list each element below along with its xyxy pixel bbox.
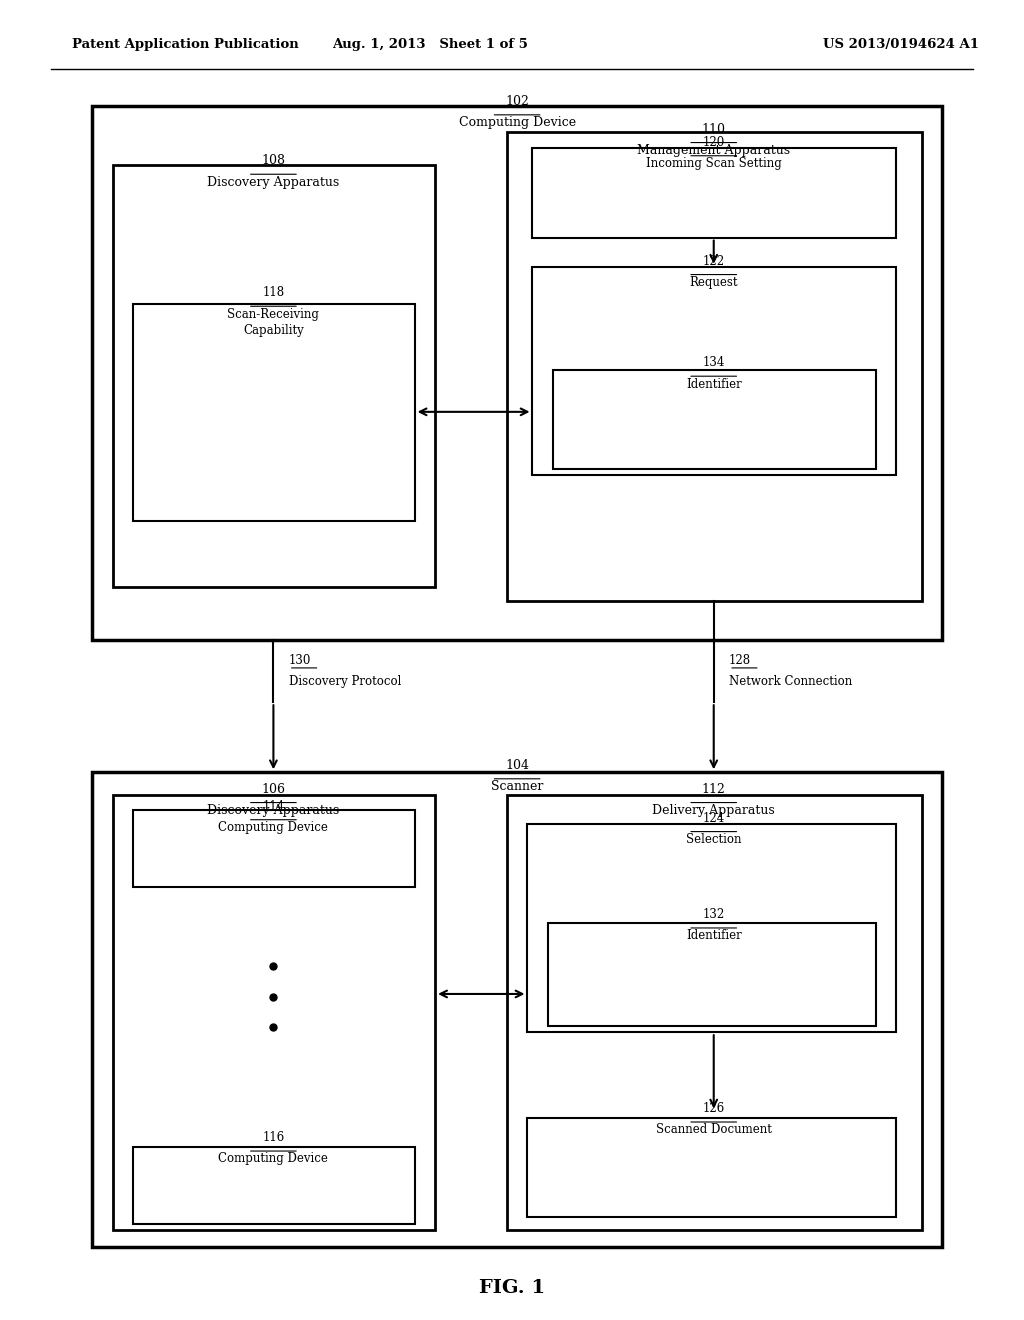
Text: Discovery Protocol: Discovery Protocol	[289, 675, 401, 688]
Text: 128: 128	[729, 653, 752, 667]
Text: Discovery Apparatus: Discovery Apparatus	[207, 804, 340, 817]
Text: Discovery Apparatus: Discovery Apparatus	[207, 176, 340, 189]
Text: 132: 132	[702, 908, 725, 921]
Text: Patent Application Publication: Patent Application Publication	[72, 38, 298, 51]
Text: 134: 134	[702, 356, 725, 370]
Text: 130: 130	[289, 653, 311, 667]
Text: 118: 118	[262, 286, 285, 300]
Text: 108: 108	[261, 154, 286, 168]
Text: 114: 114	[262, 800, 285, 813]
Bar	[548, 923, 876, 1026]
Text: Identifier: Identifier	[686, 929, 741, 942]
Text: Delivery Apparatus: Delivery Apparatus	[652, 804, 775, 817]
Text: 126: 126	[702, 1102, 725, 1115]
Text: Scanner: Scanner	[490, 780, 544, 793]
Bar	[113, 795, 435, 1230]
Text: 112: 112	[701, 783, 726, 796]
Bar	[92, 106, 942, 640]
Bar	[113, 165, 435, 587]
Text: Incoming Scan Setting: Incoming Scan Setting	[646, 157, 781, 170]
Text: Request: Request	[689, 276, 738, 289]
Text: 110: 110	[701, 123, 726, 136]
Text: 120: 120	[702, 136, 725, 149]
Text: Computing Device: Computing Device	[459, 116, 575, 129]
Text: Selection: Selection	[686, 833, 741, 846]
Text: 102: 102	[505, 95, 529, 108]
Bar	[507, 132, 922, 601]
Text: 104: 104	[505, 759, 529, 772]
Text: 124: 124	[702, 812, 725, 825]
Text: US 2013/0194624 A1: US 2013/0194624 A1	[823, 38, 979, 51]
Text: Computing Device: Computing Device	[218, 821, 329, 834]
Bar	[133, 810, 415, 887]
Text: 106: 106	[261, 783, 286, 796]
Text: Management Apparatus: Management Apparatus	[637, 144, 791, 157]
Bar	[532, 148, 896, 238]
Bar	[507, 795, 922, 1230]
Text: 122: 122	[702, 255, 725, 268]
Text: 116: 116	[262, 1131, 285, 1144]
Bar	[133, 1147, 415, 1224]
Text: Computing Device: Computing Device	[218, 1152, 329, 1166]
Bar	[553, 370, 876, 469]
Bar	[527, 1118, 896, 1217]
Text: FIG. 1: FIG. 1	[479, 1279, 545, 1298]
Text: Network Connection: Network Connection	[729, 675, 852, 688]
Text: Scan-Receiving
Capability: Scan-Receiving Capability	[227, 308, 319, 337]
Bar	[527, 824, 896, 1032]
Text: Aug. 1, 2013   Sheet 1 of 5: Aug. 1, 2013 Sheet 1 of 5	[332, 38, 528, 51]
Bar	[92, 772, 942, 1247]
Bar	[532, 267, 896, 475]
Text: Scanned Document: Scanned Document	[655, 1123, 772, 1137]
Bar	[133, 304, 415, 521]
Text: Identifier: Identifier	[686, 378, 741, 391]
